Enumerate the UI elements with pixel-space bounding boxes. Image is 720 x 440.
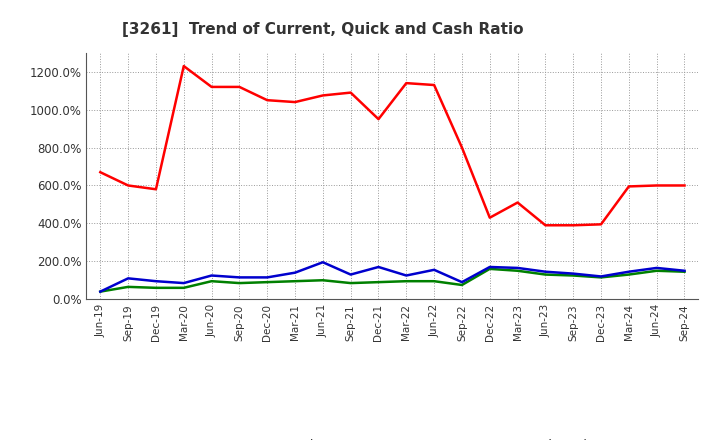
Current Ratio bbox=[680, 183, 689, 188]
Current Ratio bbox=[513, 200, 522, 205]
Cash Ratio bbox=[318, 260, 327, 265]
Current Ratio bbox=[624, 184, 633, 189]
Quick Ratio bbox=[318, 278, 327, 283]
Quick Ratio bbox=[263, 279, 271, 285]
Cash Ratio bbox=[430, 267, 438, 272]
Quick Ratio bbox=[346, 280, 355, 286]
Quick Ratio bbox=[624, 272, 633, 277]
Quick Ratio bbox=[485, 266, 494, 271]
Current Ratio bbox=[263, 98, 271, 103]
Quick Ratio bbox=[402, 279, 410, 284]
Current Ratio bbox=[235, 84, 243, 90]
Current Ratio bbox=[430, 82, 438, 88]
Current Ratio bbox=[485, 215, 494, 220]
Quick Ratio bbox=[152, 285, 161, 290]
Cash Ratio bbox=[402, 273, 410, 278]
Cash Ratio bbox=[235, 275, 243, 280]
Current Ratio bbox=[652, 183, 661, 188]
Cash Ratio bbox=[652, 265, 661, 271]
Text: [3261]  Trend of Current, Quick and Cash Ratio: [3261] Trend of Current, Quick and Cash … bbox=[122, 22, 524, 37]
Cash Ratio bbox=[458, 279, 467, 285]
Quick Ratio bbox=[458, 282, 467, 288]
Cash Ratio bbox=[346, 272, 355, 277]
Quick Ratio bbox=[374, 279, 383, 285]
Cash Ratio bbox=[374, 264, 383, 270]
Current Ratio bbox=[569, 223, 577, 228]
Current Ratio bbox=[291, 99, 300, 105]
Current Ratio bbox=[124, 183, 132, 188]
Quick Ratio bbox=[124, 284, 132, 290]
Cash Ratio bbox=[541, 269, 550, 275]
Cash Ratio bbox=[179, 280, 188, 286]
Cash Ratio bbox=[513, 265, 522, 271]
Cash Ratio bbox=[569, 271, 577, 276]
Quick Ratio bbox=[291, 279, 300, 284]
Quick Ratio bbox=[179, 285, 188, 290]
Cash Ratio bbox=[96, 289, 104, 294]
Quick Ratio bbox=[96, 289, 104, 294]
Cash Ratio bbox=[624, 269, 633, 275]
Quick Ratio bbox=[597, 275, 606, 280]
Cash Ratio bbox=[291, 270, 300, 275]
Current Ratio bbox=[346, 90, 355, 95]
Legend: Current Ratio, Quick Ratio, Cash Ratio: Current Ratio, Quick Ratio, Cash Ratio bbox=[184, 434, 600, 440]
Quick Ratio bbox=[513, 268, 522, 273]
Current Ratio bbox=[402, 81, 410, 86]
Cash Ratio bbox=[680, 268, 689, 273]
Cash Ratio bbox=[597, 274, 606, 279]
Quick Ratio bbox=[235, 280, 243, 286]
Quick Ratio bbox=[207, 279, 216, 284]
Cash Ratio bbox=[152, 279, 161, 284]
Quick Ratio bbox=[652, 268, 661, 273]
Line: Quick Ratio: Quick Ratio bbox=[100, 269, 685, 292]
Quick Ratio bbox=[430, 279, 438, 284]
Cash Ratio bbox=[207, 273, 216, 278]
Current Ratio bbox=[318, 93, 327, 98]
Quick Ratio bbox=[680, 269, 689, 275]
Current Ratio bbox=[541, 223, 550, 228]
Current Ratio bbox=[96, 169, 104, 175]
Line: Current Ratio: Current Ratio bbox=[100, 66, 685, 225]
Current Ratio bbox=[597, 222, 606, 227]
Current Ratio bbox=[374, 117, 383, 122]
Current Ratio bbox=[207, 84, 216, 90]
Current Ratio bbox=[179, 63, 188, 69]
Cash Ratio bbox=[124, 276, 132, 281]
Current Ratio bbox=[152, 187, 161, 192]
Cash Ratio bbox=[263, 275, 271, 280]
Quick Ratio bbox=[541, 272, 550, 277]
Quick Ratio bbox=[569, 273, 577, 278]
Line: Cash Ratio: Cash Ratio bbox=[100, 262, 685, 292]
Cash Ratio bbox=[485, 264, 494, 270]
Current Ratio bbox=[458, 145, 467, 150]
